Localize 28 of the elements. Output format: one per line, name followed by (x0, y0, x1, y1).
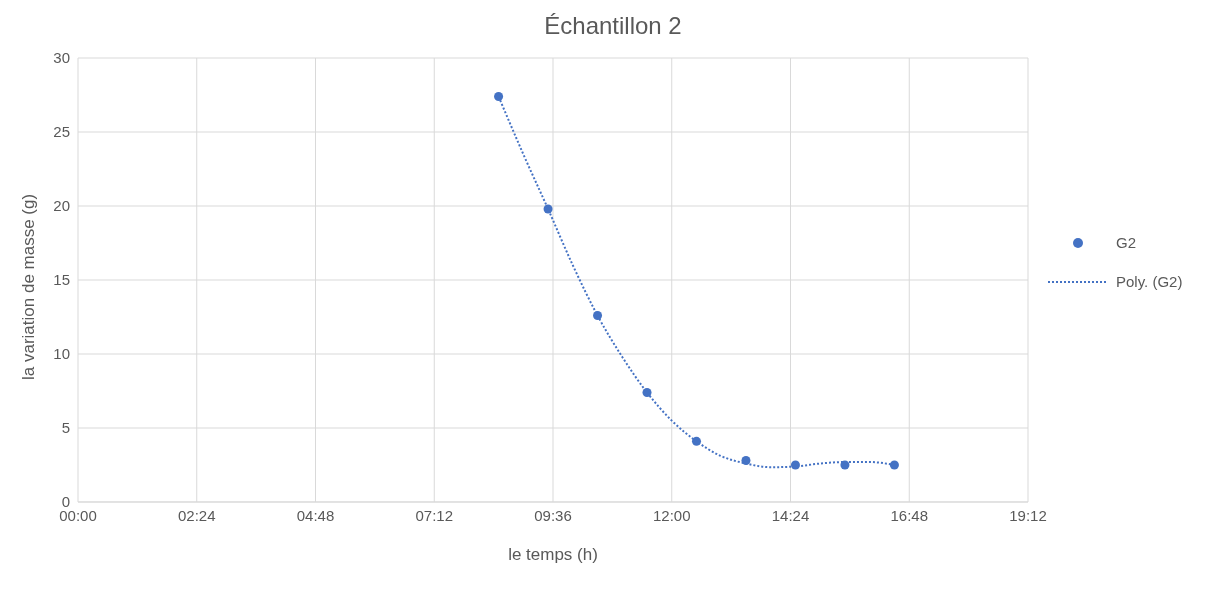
point (840, 460, 850, 470)
point (642, 387, 652, 397)
point (593, 311, 603, 321)
y-tick-label: 25 (53, 123, 70, 141)
legend-label: Poly. (G2) (1116, 273, 1183, 290)
y-tick-label: 15 (53, 271, 70, 289)
x-axis-title: le temps (h) (508, 545, 598, 564)
x-tick-label: 07:12 (415, 506, 454, 524)
x-tick-label: 12:00 (652, 506, 691, 524)
point (790, 460, 800, 470)
point (543, 204, 553, 214)
point (691, 436, 701, 446)
point (889, 460, 899, 470)
y-tick-label: 30 (53, 49, 70, 67)
point (494, 91, 504, 101)
x-tick-label: 14:24 (771, 506, 810, 524)
legend-label: G2 (1116, 234, 1137, 251)
y-tick-label: 10 (53, 345, 70, 363)
x-tick-label: 09:36 (534, 506, 572, 524)
x-tick-label: 16:48 (890, 506, 929, 524)
y-tick-label: 5 (61, 419, 70, 437)
x-tick-label: 02:24 (177, 506, 216, 524)
y-tick-label: 20 (53, 197, 70, 215)
y-axis-title: la variation de masse (g) (19, 193, 39, 380)
chart-title: Échantillon 2 (544, 12, 682, 39)
point (741, 456, 751, 466)
x-tick-label: 19:12 (1009, 506, 1047, 524)
x-tick-label: 04:48 (296, 506, 335, 524)
